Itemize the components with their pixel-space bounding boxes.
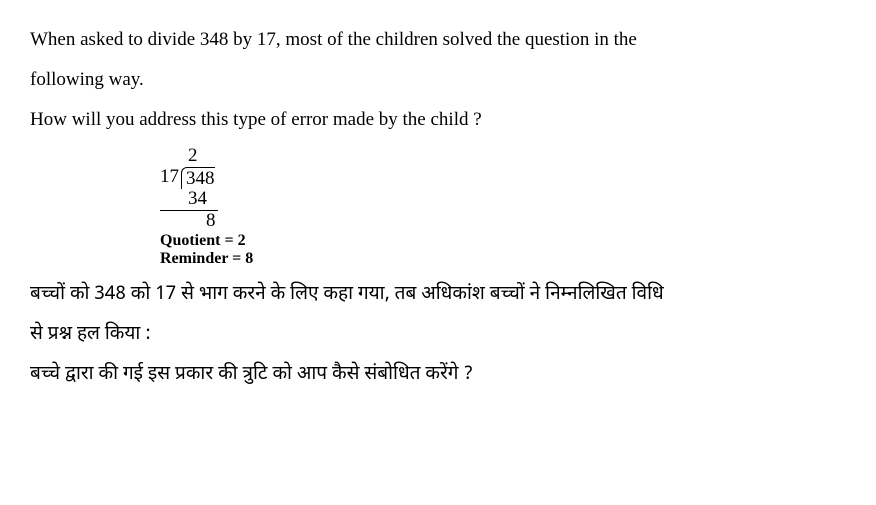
reminder-result-label: Reminder = 8: [160, 250, 846, 268]
dividend-bracket: 348: [181, 167, 215, 190]
english-line-2: following way.: [30, 60, 846, 100]
english-line-3: How will you address this type of error …: [30, 100, 846, 140]
quotient-result-label: Quotient = 2: [160, 232, 846, 250]
quotient-value: 2: [160, 146, 846, 167]
subtrahend-value: 34: [160, 189, 218, 211]
english-question-block: When asked to divide 348 by 17, most of …: [30, 20, 846, 140]
english-line-1: When asked to divide 348 by 17, most of …: [30, 20, 846, 60]
hindi-question-block: बच्चों को 348 को 17 से भाग करने के लिए क…: [30, 275, 846, 395]
remainder-value: 8: [160, 211, 846, 232]
hindi-line-2: से प्रश्न हल किया :: [30, 315, 846, 355]
hindi-line-3: बच्चे द्वारा की गई इस प्रकार की त्रुटि क…: [30, 355, 846, 395]
dividend-value: 348: [186, 168, 215, 189]
hindi-line-1: बच्चों को 348 को 17 से भाग करने के लिए क…: [30, 275, 846, 315]
divisor-value: 17: [160, 167, 181, 188]
divisor-dividend-row: 17 348: [160, 167, 846, 190]
long-division-work: 2 17 348 34 8 Quotient = 2 Reminder = 8: [160, 146, 846, 268]
